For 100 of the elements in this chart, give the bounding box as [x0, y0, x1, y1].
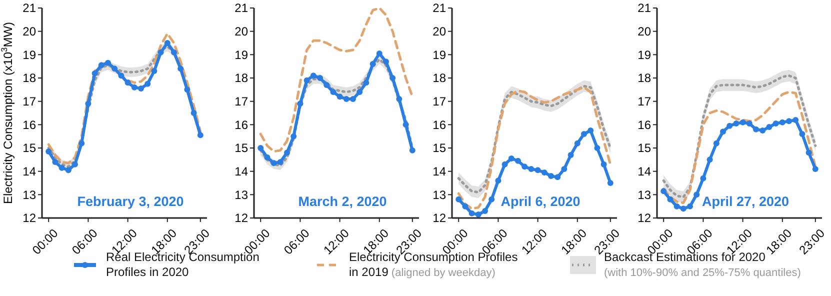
text: April 6, 2020: [500, 194, 580, 209]
point: [258, 145, 264, 151]
point: [184, 86, 190, 93]
point: [336, 94, 343, 100]
point: [402, 122, 409, 128]
point: [304, 77, 310, 84]
point: [581, 131, 587, 137]
point: [740, 119, 746, 126]
point: [350, 96, 356, 102]
point: [396, 96, 402, 102]
point: [356, 89, 363, 95]
point: [72, 161, 78, 168]
point: [700, 175, 706, 182]
y-tick-label: 18: [234, 71, 248, 86]
point: [522, 164, 528, 170]
point: [772, 120, 779, 126]
y-tick-label: 17: [432, 94, 446, 109]
point: [475, 212, 482, 218]
point: [138, 86, 144, 92]
point: [541, 170, 548, 176]
y-tick-label: 15: [432, 141, 446, 156]
point: [607, 180, 614, 186]
point: [144, 80, 151, 87]
point: [171, 49, 177, 56]
point: [687, 203, 693, 210]
point: [753, 126, 759, 132]
point: [78, 140, 85, 146]
y-tick-label: 19: [638, 48, 652, 62]
point: [297, 100, 304, 107]
point: [118, 72, 124, 79]
point: [667, 196, 674, 202]
y-tick-label: 18: [638, 71, 652, 86]
point: [468, 210, 475, 216]
point: [151, 68, 158, 74]
point: [806, 150, 812, 156]
point: [561, 166, 568, 172]
y-tick-label: 21: [234, 1, 248, 16]
point: [277, 159, 284, 165]
point: [270, 160, 277, 166]
y-tick-label: 13: [432, 188, 446, 202]
y-tick-label: 14: [234, 164, 248, 179]
point: [588, 128, 594, 134]
point: [290, 133, 297, 140]
point: [197, 132, 204, 138]
y-tick-label: 15: [234, 141, 248, 156]
point: [363, 80, 370, 86]
point: [383, 58, 389, 65]
point: [726, 122, 733, 129]
point: [554, 174, 561, 180]
point: [330, 89, 336, 95]
line-series: [259, 6, 414, 153]
point: [46, 148, 52, 154]
point: [706, 156, 713, 163]
point: [786, 118, 792, 124]
point: [568, 152, 574, 158]
point: [317, 75, 323, 81]
point: [462, 203, 468, 210]
y-tick-label: 12: [234, 211, 248, 226]
point: [131, 84, 138, 90]
y-tick-label: 17: [638, 94, 652, 109]
point: [158, 49, 164, 56]
point: [534, 167, 541, 174]
point: [124, 80, 131, 86]
point: [324, 82, 330, 88]
point: [92, 70, 98, 76]
point: [112, 66, 118, 72]
point: [164, 40, 170, 46]
y-tick-label: 14: [432, 164, 446, 179]
point: [178, 66, 184, 72]
point: [680, 206, 686, 212]
y-tick-label: 17: [22, 94, 36, 109]
y-tick-label: 13: [234, 188, 248, 202]
point: [264, 154, 270, 160]
point: [508, 156, 514, 162]
point: [594, 145, 600, 151]
y-tick-label: 14: [638, 164, 652, 179]
y-tick-label: 16: [234, 118, 248, 132]
y-tick-label: 15: [22, 141, 36, 156]
y-tick-label: 19: [432, 48, 446, 62]
y-tick-label: 16: [22, 118, 36, 132]
point: [548, 173, 554, 179]
point: [343, 96, 350, 102]
point: [85, 100, 92, 107]
point: [720, 128, 726, 135]
point: [190, 110, 197, 116]
point: [779, 119, 786, 126]
y-tick-label: 19: [234, 48, 248, 62]
point: [376, 50, 382, 56]
point: [502, 161, 508, 168]
point: [766, 124, 772, 130]
point: [284, 150, 290, 156]
point: [713, 140, 720, 146]
y-tick-label: 20: [234, 24, 248, 39]
point: [746, 120, 752, 126]
y-tick-label: 21: [432, 1, 446, 16]
point: [52, 159, 58, 165]
point: [799, 131, 806, 137]
y-tick-label: 18: [22, 71, 36, 86]
y-tick-label: 19: [22, 48, 36, 62]
y-tick-label: 20: [432, 24, 446, 39]
